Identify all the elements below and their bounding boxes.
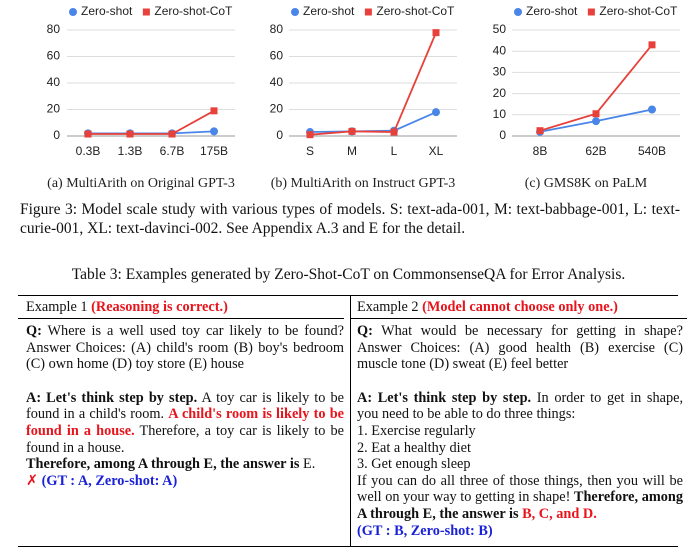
answer-text: 1. Exercise regularly: [357, 422, 476, 439]
legend-marker: [69, 8, 77, 16]
legend-label: Zero-shot: [303, 4, 355, 18]
point: [126, 130, 134, 138]
x-tick-label: 0.3B: [76, 144, 101, 158]
x-tick-label: 8B: [533, 144, 548, 158]
y-tick-label: 40: [493, 43, 507, 57]
header-text: Example 1: [26, 299, 88, 315]
y-tick-label: 0: [499, 128, 506, 142]
answer-text: In order to get in shape, you need to be…: [357, 389, 684, 423]
chart-caption: (c) GMS8K on PaLM: [525, 176, 648, 191]
legend-marker: [364, 8, 372, 16]
y-tick-label: 30: [493, 65, 507, 79]
y-tick-label: 0: [276, 128, 283, 142]
x-tick-label: S: [306, 144, 314, 158]
point: [390, 128, 398, 136]
legend-label: Zero-shot-CoT: [376, 4, 455, 18]
y-tick-label: 60: [270, 49, 284, 63]
point: [648, 105, 656, 114]
y-tick-label: 0: [53, 128, 60, 142]
header-note: (Reasoning is correct.): [91, 299, 228, 315]
y-tick-label: 40: [270, 75, 284, 89]
x-tick-label: XL: [429, 144, 444, 158]
answer-text: A toy car is likely to be found in a chi…: [26, 389, 344, 423]
series-line: [309, 111, 437, 133]
answer-text: 2. Eat a healthy diet: [357, 439, 471, 456]
y-tick-label: 80: [270, 22, 284, 36]
legend-label: Zero-shot-CoT: [599, 4, 678, 18]
series-line: [88, 130, 215, 135]
answer: A: Let's think step by step. In order to…: [357, 390, 683, 539]
header: Example 1 (Reasoning is correct.): [18, 296, 344, 319]
point: [432, 108, 440, 117]
y-tick-label: 80: [47, 22, 61, 36]
legend-marker: [514, 8, 522, 16]
y-tick-label: 60: [47, 49, 61, 63]
answer: A: Let's think step by step. A toy car i…: [26, 390, 344, 490]
x-tick-label: 62B: [585, 144, 606, 158]
x-tick-label: 175B: [200, 144, 228, 158]
charts: 0 20 40 60 80 0.3B 1.3B 6.7B 175B Zero-shot Zero-s…: [47, 4, 680, 191]
chart-caption: (b) MultiArith on Instruct GPT-3: [271, 176, 456, 191]
table-caption: Table 3: Examples generated by Zero-Shot…: [71, 266, 626, 283]
header: Example 2 (Model cannot choose only one.…: [351, 296, 687, 319]
point: [210, 127, 218, 136]
answer-text: Therefore, among A through E, the answer…: [357, 489, 683, 522]
x-tick-label: L: [391, 144, 398, 158]
q-text: Where is a well used toy car likely to b…: [26, 323, 344, 373]
y-tick-label: 10: [493, 107, 507, 121]
question: Q: What would be necessary for getting i…: [357, 323, 683, 373]
y-tick-label: 20: [493, 86, 507, 100]
point: [648, 41, 656, 49]
x-tick-label: 6.7B: [160, 144, 185, 158]
table: Example 1 (Reasoning is correct.) Q: Whe…: [18, 295, 687, 547]
header-text: Example 2: [357, 299, 419, 315]
answer-text: (GT : B, Zero-shot: B): [357, 522, 493, 539]
legend-label: Zero-shot: [526, 4, 578, 18]
column: Example 2 (Model cannot choose only one.…: [350, 296, 687, 546]
chart-caption: (a) MultiArith on Original GPT-3: [47, 176, 235, 191]
answer-text: ✗: [26, 472, 38, 489]
answer-text: E.: [302, 456, 316, 473]
answer-text: A: Let's think step by step.: [26, 389, 198, 406]
point: [210, 107, 218, 115]
y-tick-label: 40: [47, 75, 61, 89]
point: [432, 29, 440, 37]
header-note: (Model cannot choose only one.): [422, 299, 618, 315]
point: [592, 117, 600, 126]
answer-text: (GT : A, Zero-shot: A): [41, 472, 178, 489]
x-tick-label: 1.3B: [118, 144, 143, 158]
point: [306, 131, 314, 139]
figure-caption: Figure 3: Model scale study with various…: [20, 201, 680, 237]
x-tick-label: M: [347, 144, 357, 158]
q-text: What would be necessary for getting in s…: [357, 323, 683, 373]
answer-text: 3. Get enough sleep: [357, 456, 471, 473]
point: [84, 130, 92, 138]
series-line: [88, 110, 215, 135]
answer-text: Therefore, a toy car is likely to be fou…: [26, 422, 344, 456]
q-label: Q:: [26, 323, 42, 339]
y-tick-label: 20: [47, 102, 61, 116]
series-line: [309, 32, 437, 136]
point: [536, 127, 544, 135]
y-tick-label: 50: [493, 22, 507, 36]
legend-marker: [587, 8, 595, 16]
y-tick-label: 20: [270, 102, 284, 116]
legend-marker: [142, 8, 150, 16]
question: Q: Where is a well used toy car likely t…: [26, 323, 344, 373]
x-tick-label: 540B: [638, 144, 666, 158]
legend-label: Zero-shot: [81, 4, 133, 18]
point: [592, 110, 600, 118]
answer-text: A child's room is likely to be found in …: [26, 406, 344, 439]
answer-text: If you can do all three of those things,…: [357, 472, 683, 506]
column: Example 1 (Reasoning is correct.) Q: Whe…: [18, 296, 344, 546]
answer-text: B, C, and D.: [522, 505, 597, 522]
answer-text: Therefore, among A through E, the answer…: [26, 456, 300, 473]
legend-label: Zero-shot-CoT: [154, 4, 233, 18]
point: [348, 127, 356, 135]
point: [168, 130, 176, 138]
answer-text: A: Let's think step by step.: [357, 389, 532, 406]
legend-marker: [291, 8, 299, 16]
q-label: Q:: [357, 323, 373, 339]
